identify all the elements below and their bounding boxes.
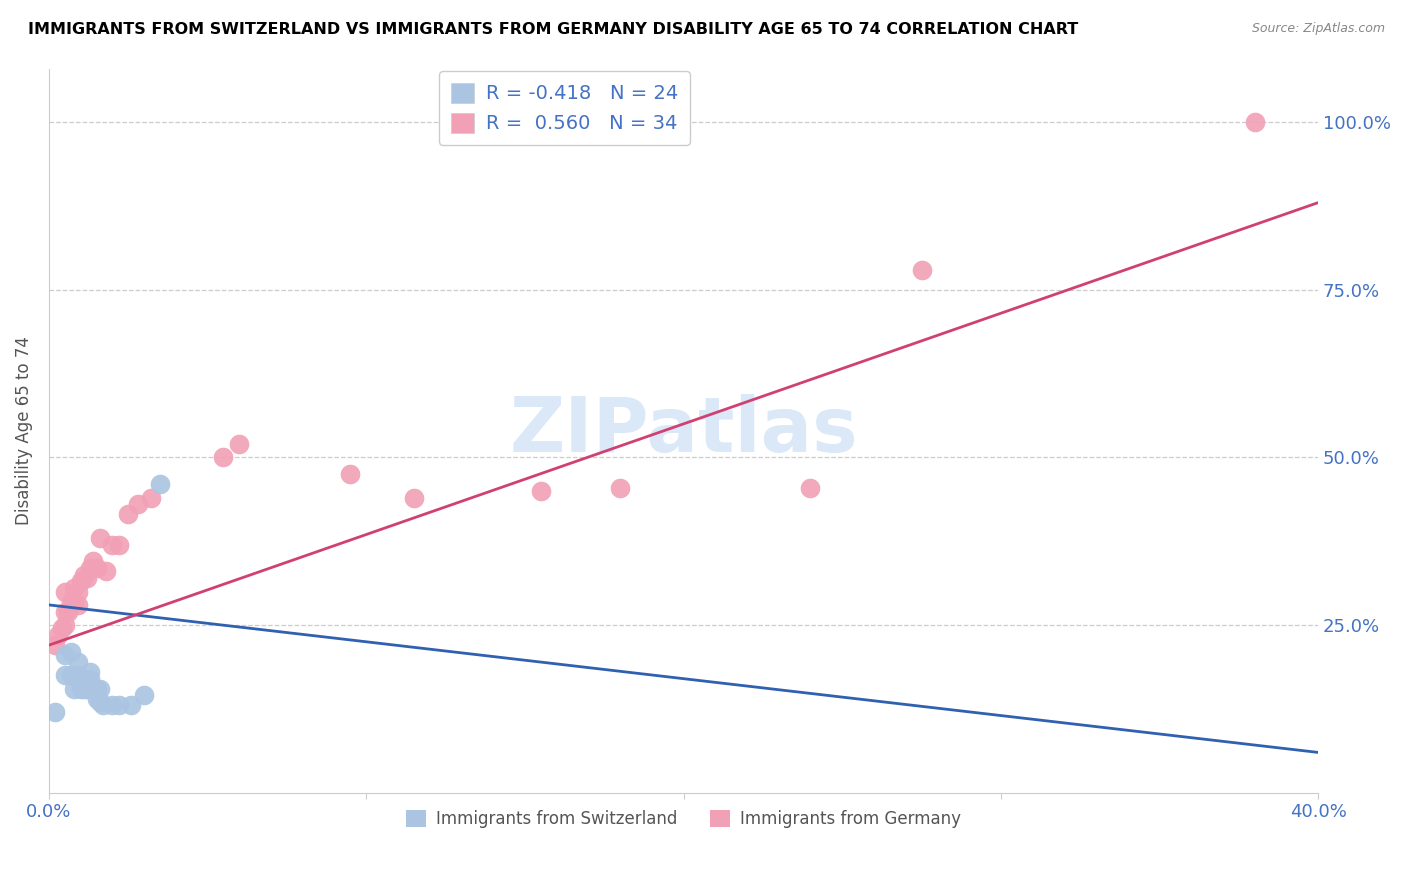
Point <box>53 605 76 619</box>
Point <box>101 698 124 713</box>
Point <box>117 508 139 522</box>
Point <box>53 584 76 599</box>
Point <box>79 665 101 679</box>
Point <box>60 645 83 659</box>
Point <box>66 668 89 682</box>
Point <box>82 554 104 568</box>
Point <box>1243 115 1265 129</box>
Point <box>212 450 235 465</box>
Point <box>86 691 108 706</box>
Text: Source: ZipAtlas.com: Source: ZipAtlas.com <box>1251 22 1385 36</box>
Point <box>79 672 101 686</box>
Point <box>402 491 425 505</box>
Point <box>89 531 111 545</box>
Point <box>149 477 172 491</box>
Point <box>44 705 66 719</box>
Point <box>53 618 76 632</box>
Legend: Immigrants from Switzerland, Immigrants from Germany: Immigrants from Switzerland, Immigrants … <box>399 804 969 835</box>
Point <box>66 598 89 612</box>
Point <box>339 467 361 482</box>
Point <box>127 497 149 511</box>
Point <box>51 621 73 635</box>
Point <box>48 628 70 642</box>
Point <box>73 681 96 696</box>
Point <box>69 574 91 589</box>
Point <box>53 648 76 663</box>
Point <box>91 698 114 713</box>
Point <box>86 681 108 696</box>
Point <box>121 698 143 713</box>
Text: IMMIGRANTS FROM SWITZERLAND VS IMMIGRANTS FROM GERMANY DISABILITY AGE 65 TO 74 C: IMMIGRANTS FROM SWITZERLAND VS IMMIGRANT… <box>28 22 1078 37</box>
Point <box>101 538 124 552</box>
Point <box>134 689 156 703</box>
Point <box>228 437 250 451</box>
Point <box>63 594 86 608</box>
Point <box>76 571 98 585</box>
Point <box>89 681 111 696</box>
Point <box>44 638 66 652</box>
Point <box>86 561 108 575</box>
Point <box>73 567 96 582</box>
Point <box>139 491 162 505</box>
Text: ZIPatlas: ZIPatlas <box>509 393 858 467</box>
Point <box>53 668 76 682</box>
Point <box>60 668 83 682</box>
Point <box>63 581 86 595</box>
Point <box>94 565 117 579</box>
Point <box>60 594 83 608</box>
Point <box>799 481 821 495</box>
Point <box>56 605 79 619</box>
Point <box>79 561 101 575</box>
Point <box>89 695 111 709</box>
Point <box>107 698 129 713</box>
Point <box>910 262 932 277</box>
Point <box>73 675 96 690</box>
Y-axis label: Disability Age 65 to 74: Disability Age 65 to 74 <box>15 336 32 525</box>
Point <box>63 681 86 696</box>
Point <box>76 681 98 696</box>
Point <box>530 483 553 498</box>
Point <box>66 584 89 599</box>
Point <box>609 481 631 495</box>
Point <box>66 655 89 669</box>
Point <box>69 681 91 696</box>
Point <box>107 538 129 552</box>
